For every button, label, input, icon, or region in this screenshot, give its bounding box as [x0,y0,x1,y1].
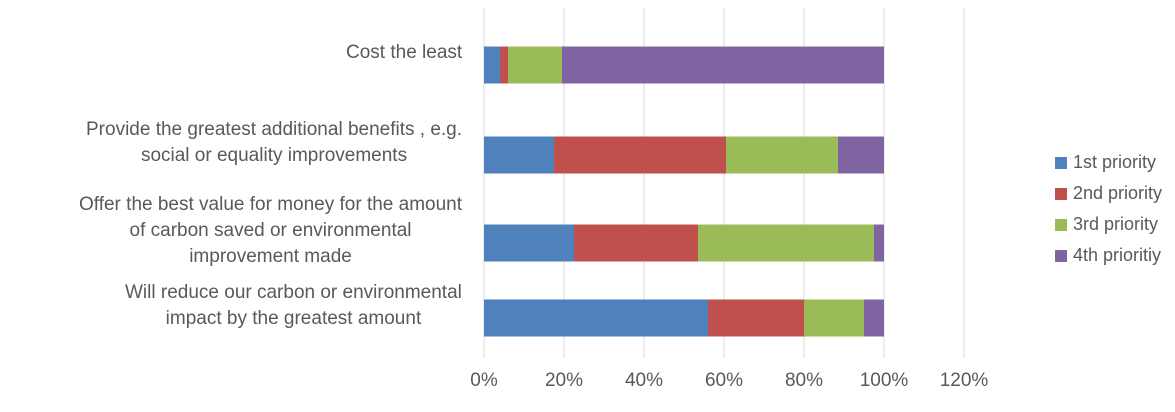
legend-label: 2nd priority [1073,183,1163,203]
bar-segment [484,136,554,174]
bar-segment [484,46,500,84]
bar-segment [554,136,726,174]
category-label-line: Will reduce our carbon or environmental [125,282,462,303]
bar-segment [574,224,698,262]
x-tick-label: 0% [470,370,498,391]
bar-segment [838,136,884,174]
bar-segment [726,136,838,174]
legend-swatch [1055,156,1067,169]
legend-item: 3rd priority [1055,209,1162,240]
x-tick-label: 60% [704,370,744,391]
legend-swatch [1055,249,1067,262]
x-tick-label: 100% [859,370,909,391]
bar-segment [484,299,708,337]
bar-segment [698,224,874,262]
legend-item: 1st priority [1055,147,1162,178]
x-tick-label: 20% [544,370,584,391]
legend-label: 3rd priority [1073,214,1159,234]
bar-segment [508,46,562,84]
legend-swatch [1055,218,1067,231]
legend: 1st priority 2nd priority 3rd priority 4th … [1055,147,1162,271]
bar-segment [874,224,884,262]
bar-segment [484,224,574,262]
category-label: Will reduce our carbon or environmental i… [125,280,462,332]
bar-segment [708,299,804,337]
legend-item: 4th prioritiy [1055,240,1162,271]
category-label: Cost the least [346,40,462,66]
category-label-line: Offer the best value for money for the a… [79,194,463,215]
category-label: Provide the greatest additional benefits… [86,117,462,169]
category-label-line: of carbon saved or environmental [129,220,412,241]
bar-segment [864,299,884,337]
bar-segment [562,46,884,84]
category-label-line: Provide the greatest additional benefits… [86,119,463,140]
x-tick-label: 120% [939,370,989,391]
category-label-line: improvement made [189,246,352,267]
category-label: Offer the best value for money for the a… [79,192,462,270]
category-label-line: Cost the least [346,42,463,63]
category-label-line: impact by the greatest amount [165,308,422,329]
x-tick-label: 80% [784,370,824,391]
bar-segment [804,299,864,337]
x-tick-label: 40% [624,370,664,391]
legend-label: 1st priority [1073,152,1157,172]
legend-item: 2nd priority [1055,178,1162,209]
legend-swatch [1055,187,1067,200]
legend-label: 4th prioritiy [1073,245,1162,265]
category-label-line: social or equality improvements [140,145,408,166]
bar-segment [500,46,508,84]
